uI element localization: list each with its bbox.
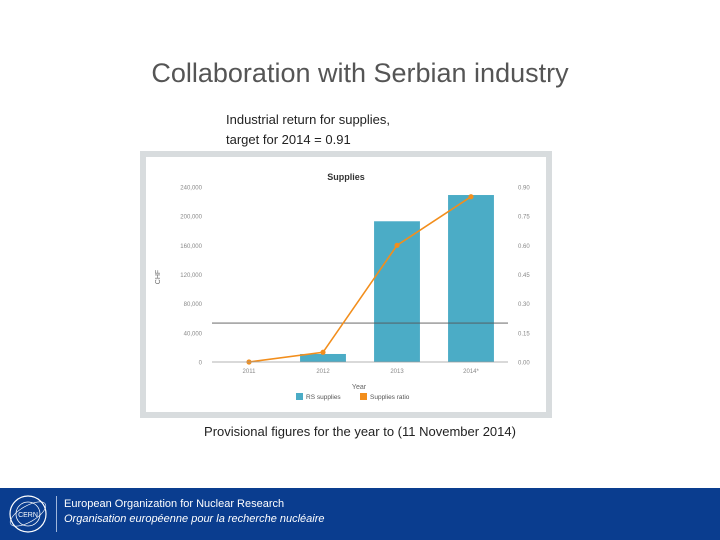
cern-logo-icon: CERN: [9, 495, 47, 533]
caption: Provisional figures for the year to (11 …: [204, 424, 516, 439]
legend-label: Supplies ratio: [370, 394, 410, 401]
line-point: [320, 349, 326, 355]
y2-tick-label: 0.45: [518, 273, 530, 279]
x-axis-label: Year: [352, 384, 367, 391]
footer-divider: [56, 496, 57, 532]
y-axis-label: CHF: [155, 270, 162, 284]
y2-tick-label: 0.75: [518, 215, 530, 221]
legend-swatch-bars: [296, 393, 303, 400]
ratio-line: [246, 194, 474, 365]
y2-tick-label: 0.30: [518, 302, 530, 308]
axes: 0 40,000 80,000 120,000 160,000 200,000 240,00…: [180, 186, 530, 376]
chart-title: Supplies: [327, 172, 365, 182]
y2-tick-label: 0.60: [518, 244, 530, 250]
series-line: [248, 196, 472, 363]
bar: [448, 195, 494, 362]
org-name-en: European Organization for Nuclear Resear…: [64, 498, 285, 510]
y-tick-label: 240,000: [180, 186, 202, 192]
y-tick-label: 0: [199, 361, 203, 367]
subtitle-line-2: target for 2014 = 0.91: [226, 132, 351, 147]
legend: RS supplies Supplies ratio: [296, 393, 410, 401]
x-tick-label: 2012: [316, 369, 330, 375]
chart-subtitle: Industrial return for supplies, target f…: [226, 110, 390, 150]
line-point: [468, 194, 474, 200]
x-tick-label: 2013: [390, 369, 404, 375]
y-tick-label: 80,000: [184, 302, 203, 308]
bar: [300, 353, 346, 362]
footer-text: European Organization for Nuclear Resear…: [64, 497, 325, 527]
line-point: [394, 242, 400, 248]
bars: [300, 195, 494, 362]
y-tick-label: 120,000: [180, 273, 202, 279]
cern-logo-text: CERN: [18, 512, 38, 519]
x-tick-label: 2011: [243, 369, 257, 375]
subtitle-line-1: Industrial return for supplies,: [226, 112, 391, 127]
chart-panel: Supplies CHF Year 0 40,000 80,000 120,000 16…: [146, 157, 546, 412]
y-tick-label: 160,000: [180, 244, 202, 250]
bar: [374, 221, 420, 362]
y2-tick-label: 0.15: [518, 331, 530, 337]
legend-label: RS supplies: [306, 394, 341, 401]
footer-bar: CERN European Organization for Nuclear R…: [0, 488, 720, 540]
legend-swatch-line: [360, 393, 367, 400]
y-tick-label: 200,000: [180, 215, 202, 221]
y2-tick-label: 0.00: [518, 361, 530, 367]
supplies-chart: Supplies CHF Year 0 40,000 80,000 120,000 16…: [155, 172, 530, 401]
x-tick-label: 2014*: [463, 369, 479, 375]
y2-tick-label: 0.90: [518, 186, 530, 192]
chart-frame: Supplies CHF Year 0 40,000 80,000 120,000 16…: [140, 151, 552, 418]
y-tick-label: 40,000: [184, 331, 203, 337]
org-name-fr: Organisation européenne pour la recherch…: [64, 513, 325, 525]
slide-title: Collaboration with Serbian industry: [151, 58, 569, 88]
